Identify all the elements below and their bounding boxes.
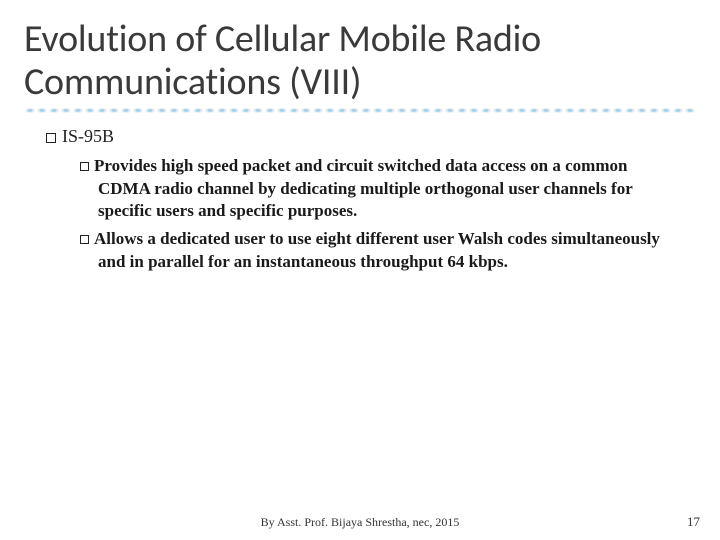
bullet-level2: Allows a dedicated user to use eight dif… xyxy=(80,228,670,273)
bullet-level1: IS-95B xyxy=(46,126,696,147)
square-bullet-icon xyxy=(80,235,89,244)
page-number: 17 xyxy=(687,514,700,530)
title-underline xyxy=(24,109,696,112)
square-bullet-icon xyxy=(46,133,56,143)
slide-title: Evolution of Cellular Mobile Radio Commu… xyxy=(24,18,696,103)
footer-text: By Asst. Prof. Bijaya Shrestha, nec, 201… xyxy=(0,515,720,530)
level2-list: Provides high speed packet and circuit s… xyxy=(46,155,696,273)
bullet-text: Allows a dedicated user to use eight dif… xyxy=(94,229,660,270)
bullet-text: Provides high speed packet and circuit s… xyxy=(94,156,632,220)
square-bullet-icon xyxy=(80,162,89,171)
content-area: IS-95B Provides high speed packet and ci… xyxy=(24,126,696,273)
level1-label: IS-95B xyxy=(62,126,114,146)
slide: Evolution of Cellular Mobile Radio Commu… xyxy=(0,0,720,540)
bullet-level2: Provides high speed packet and circuit s… xyxy=(80,155,670,222)
